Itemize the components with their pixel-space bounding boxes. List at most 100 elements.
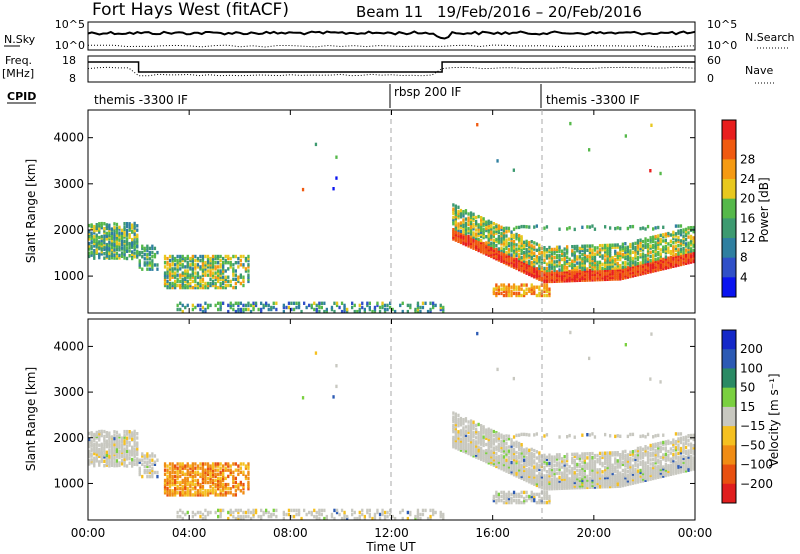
velocity-cell [184, 485, 187, 489]
velocity-cell [646, 452, 650, 456]
power-cell [535, 261, 538, 265]
velocity-cell [525, 455, 528, 459]
power-cell [290, 307, 293, 312]
velocity-cell [467, 420, 470, 424]
velocity-cell [108, 441, 111, 446]
power-cell [209, 281, 212, 286]
velocity-cell [485, 452, 488, 456]
power-cell [262, 303, 265, 308]
velocity-cell [573, 458, 576, 463]
velocity-cell [543, 483, 546, 487]
velocity-cell [621, 460, 624, 464]
power-cell [652, 262, 655, 266]
velocity-cell [593, 453, 597, 458]
power-cell [588, 272, 592, 277]
power-cell [191, 254, 194, 259]
power-cell [219, 281, 222, 286]
power-cell [108, 243, 111, 248]
power-cell [452, 222, 455, 226]
velocity-cell [93, 449, 96, 453]
power-cell [535, 270, 538, 275]
power-cell [550, 264, 554, 268]
velocity-cell [464, 439, 468, 444]
velocity-cell [649, 473, 652, 478]
velocity-cell [480, 438, 483, 442]
velocity-cell [634, 457, 637, 461]
velocity-cell [242, 516, 245, 521]
velocity-cell [662, 468, 665, 473]
power-cell [616, 251, 619, 255]
velocity-cell [538, 467, 541, 472]
velocity-cell [495, 435, 498, 439]
velocity-cell [588, 464, 592, 468]
power-cell [672, 264, 675, 268]
velocity-cell [459, 441, 463, 445]
power-cell [573, 273, 576, 277]
power-cell [533, 289, 536, 293]
power-cell [510, 260, 513, 264]
velocity-cell [664, 448, 667, 452]
velocity-cell [545, 500, 549, 505]
velocity-cell [323, 508, 326, 513]
velocity-cell [578, 486, 581, 490]
velocity-cell [674, 452, 678, 456]
velocity-cell [209, 470, 212, 474]
velocity-cell [500, 463, 503, 467]
power-cell [358, 309, 361, 314]
velocity-cell [204, 516, 207, 521]
velocity-cell [171, 464, 174, 468]
power-cell [482, 235, 485, 240]
power-cell [530, 291, 533, 296]
power-cell [146, 267, 149, 271]
power-cell [222, 263, 225, 267]
power-cell [523, 244, 526, 249]
power-cell [586, 254, 589, 259]
power-cell [88, 247, 91, 251]
velocity-cell [692, 435, 695, 439]
velocity-cell [571, 471, 574, 475]
power-cell [176, 265, 179, 269]
velocity-cell [515, 461, 518, 465]
power-cell [181, 279, 184, 284]
velocity-cell [561, 484, 564, 489]
velocity-cell [217, 493, 220, 497]
power-cell [558, 277, 561, 281]
velocity-cell [459, 423, 463, 427]
velocity-cell [151, 470, 154, 475]
power-cell [146, 255, 149, 259]
power-cell [561, 273, 564, 278]
power-cell [199, 281, 202, 286]
power-cell [181, 281, 184, 286]
velocity-cell [505, 462, 508, 466]
velocity-cell [515, 500, 518, 505]
cpid-label: CPID [7, 90, 36, 103]
velocity-cell [191, 514, 194, 519]
power-cell [110, 252, 114, 256]
power-cell [476, 123, 479, 127]
velocity-cell [510, 438, 513, 442]
power-cell [184, 275, 187, 279]
velocity-cell [571, 452, 574, 457]
velocity-cell [113, 442, 116, 447]
power-cell [606, 277, 609, 281]
power-cell [609, 277, 612, 281]
velocity-cell [125, 449, 129, 453]
power-cell [166, 273, 169, 277]
velocity-cell [518, 448, 521, 452]
velocity-cell [621, 478, 624, 482]
velocity-cell [131, 445, 134, 449]
power-cell [629, 257, 632, 261]
velocity-cell [586, 474, 589, 479]
velocity-cell [677, 439, 680, 443]
power-cell [191, 303, 194, 308]
velocity-cell [659, 445, 662, 449]
power-cell [100, 242, 103, 246]
power-cell [320, 301, 323, 305]
power-cell [563, 273, 566, 278]
velocity-cell [229, 491, 232, 495]
power-cell [588, 269, 592, 273]
power-cell [472, 225, 475, 229]
velocity-cell [186, 491, 189, 495]
power-cell [523, 246, 526, 251]
power-cell [211, 273, 215, 277]
